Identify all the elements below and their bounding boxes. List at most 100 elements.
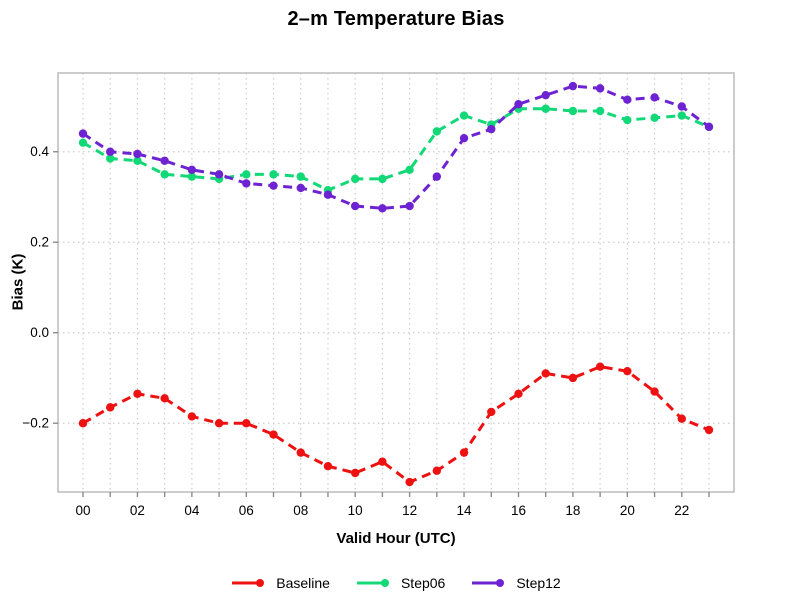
- data-point-step06: [187, 172, 197, 181]
- data-point-step12: [378, 204, 387, 213]
- chart-title: 2–m Temperature Bias: [287, 8, 505, 30]
- legend-swatch-step12: [472, 579, 505, 587]
- x-tick-label: 10: [348, 503, 363, 518]
- data-point-baseline: [487, 407, 496, 417]
- x-tick-label: 02: [130, 503, 145, 518]
- plot-frame: [57, 72, 735, 493]
- data-point-step12: [187, 165, 197, 175]
- data-point-baseline: [378, 457, 387, 466]
- legend-swatch-step06: [356, 579, 389, 587]
- data-point-step12: [214, 170, 224, 179]
- data-point-baseline: [677, 414, 686, 423]
- data-point-step06: [242, 170, 251, 179]
- x-axis-label: Valid Hour (UTC): [336, 530, 456, 547]
- data-point-step12: [623, 95, 632, 104]
- data-point-step12: [704, 122, 714, 132]
- data-point-baseline: [187, 412, 197, 421]
- data-point-step06: [78, 138, 88, 147]
- data-point-step12: [568, 81, 578, 91]
- data-point-step06: [677, 111, 686, 120]
- data-point-step06: [133, 156, 142, 165]
- data-point-step06: [378, 174, 387, 184]
- data-point-step06: [541, 104, 550, 113]
- data-point-baseline: [623, 366, 632, 376]
- data-point-step12: [487, 124, 496, 134]
- data-point-baseline: [296, 448, 305, 457]
- y-tick-label: −0.2: [22, 416, 49, 431]
- data-point-step12: [541, 90, 550, 100]
- data-point-step06: [106, 154, 115, 163]
- series-line-step12: [82, 84, 710, 210]
- data-point-baseline: [650, 387, 659, 396]
- data-point-step06: [623, 115, 632, 125]
- legend: Baseline Step06 Step12: [0, 575, 792, 591]
- data-point-step12: [133, 149, 142, 159]
- legend-swatch-baseline: [232, 579, 265, 587]
- legend-label-baseline: Baseline: [276, 575, 330, 591]
- data-point-step06: [568, 106, 578, 116]
- legend-item-baseline: Baseline: [231, 575, 330, 591]
- data-point-baseline: [160, 394, 169, 403]
- x-tick-label: 16: [511, 503, 526, 518]
- data-point-baseline: [269, 430, 278, 439]
- data-point-step06: [650, 113, 659, 122]
- data-point-step12: [650, 93, 659, 102]
- data-point-step12: [78, 129, 88, 138]
- x-tick-label: 14: [457, 503, 473, 518]
- x-tick-label: 22: [674, 503, 689, 518]
- data-point-baseline: [242, 419, 251, 428]
- data-point-step12: [432, 172, 442, 181]
- data-point-baseline: [350, 468, 360, 478]
- data-point-step12: [677, 102, 686, 111]
- data-point-baseline: [323, 462, 333, 471]
- x-tick-label: 00: [75, 503, 90, 518]
- legend-item-step12: Step12: [471, 575, 561, 591]
- data-point-step12: [459, 133, 469, 143]
- data-point-step12: [242, 179, 251, 188]
- data-point-baseline: [704, 425, 714, 435]
- data-point-baseline: [541, 369, 550, 378]
- data-point-baseline: [405, 477, 414, 487]
- x-tick-label: 04: [184, 503, 200, 518]
- data-point-step12: [296, 183, 305, 193]
- legend-label-step06: Step06: [400, 575, 446, 591]
- data-point-step06: [459, 111, 469, 120]
- data-point-step06: [160, 170, 169, 179]
- data-point-baseline: [459, 448, 469, 457]
- data-point-baseline: [514, 389, 523, 399]
- data-point-baseline: [133, 389, 142, 399]
- data-point-step06: [296, 172, 305, 181]
- data-point-baseline: [595, 362, 605, 371]
- y-tick-label: 0.2: [30, 235, 49, 250]
- data-point-step12: [106, 147, 115, 156]
- x-tick-label: 08: [293, 503, 308, 518]
- data-point-baseline: [214, 419, 224, 428]
- series-line-step06: [82, 107, 710, 192]
- x-tick-label: 12: [402, 503, 417, 518]
- data-point-step12: [350, 201, 360, 211]
- y-tick-label: 0.4: [30, 144, 49, 159]
- data-point-baseline: [432, 466, 442, 475]
- data-point-step12: [323, 190, 333, 199]
- x-tick-label: 18: [565, 503, 580, 518]
- data-point-baseline: [78, 419, 88, 428]
- data-point-step06: [432, 127, 442, 136]
- data-point-step06: [405, 165, 414, 175]
- data-point-step12: [514, 100, 523, 109]
- data-point-baseline: [106, 403, 115, 412]
- data-point-step12: [405, 201, 414, 211]
- x-tick-label: 06: [239, 503, 254, 518]
- legend-item-step06: Step06: [356, 575, 445, 591]
- x-tick-label: 20: [620, 503, 635, 518]
- data-point-step12: [269, 181, 278, 190]
- data-point-step06: [269, 170, 278, 179]
- data-point-baseline: [568, 373, 578, 383]
- data-point-step06: [350, 174, 360, 184]
- series-line-baseline: [82, 365, 710, 484]
- y-tick-label: 0.0: [30, 325, 49, 340]
- data-point-step12: [595, 84, 605, 93]
- legend-label-step12: Step12: [516, 575, 561, 591]
- data-point-step12: [160, 156, 169, 165]
